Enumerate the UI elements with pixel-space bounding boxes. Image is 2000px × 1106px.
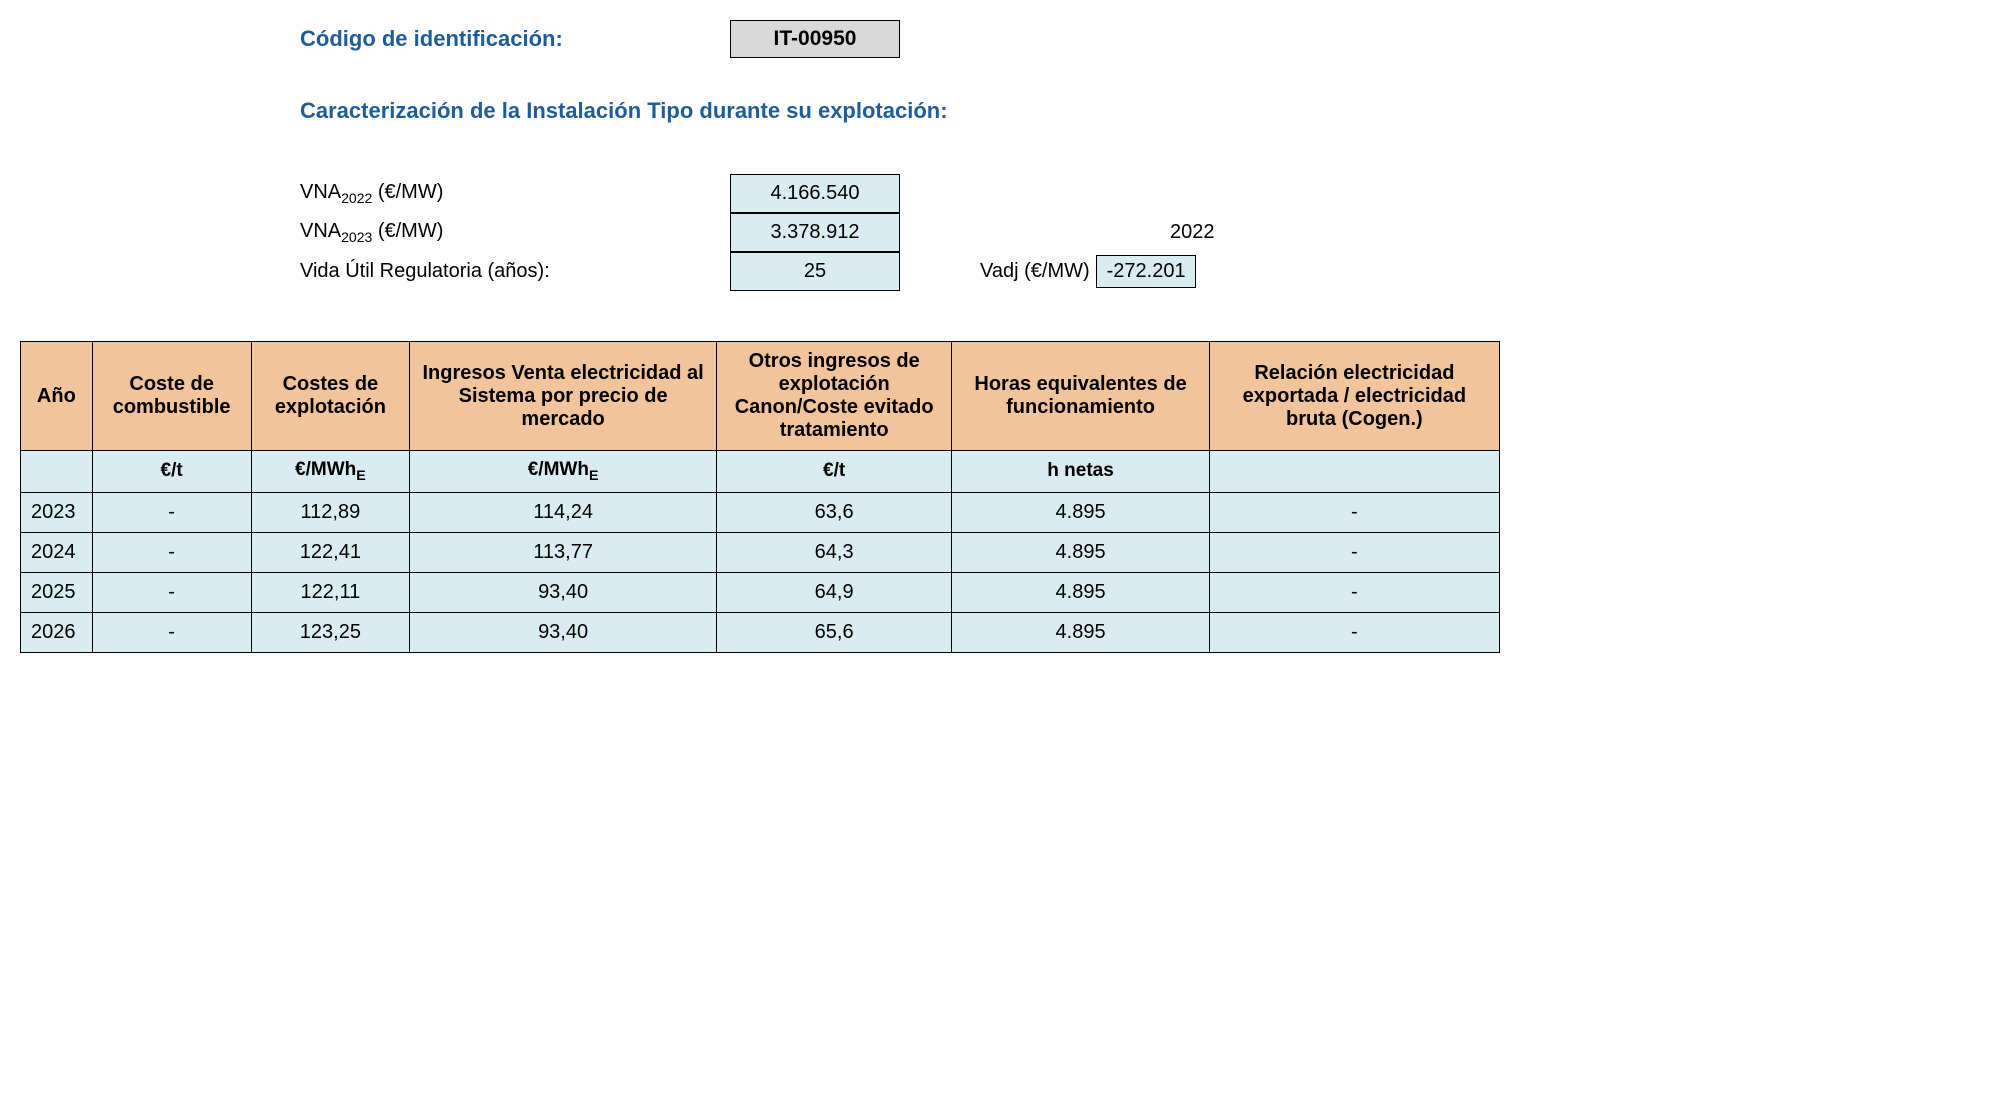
data-table: Año Coste de combustible Costes de explo… [20,341,1500,653]
vna-2022-unit: (€/MW) [372,181,443,203]
unit-explotacion: €/MWhE [251,451,410,493]
table-row: 2023 - 112,89 114,24 63,6 4.895 - [21,492,1500,532]
id-label: Código de identificación: [300,26,730,52]
col-header-explotacion: Costes de explotación [251,342,410,451]
vna-2023-unit: (€/MW) [372,220,443,242]
cell-explotacion: 122,11 [251,572,410,612]
unit-row: €/t €/MWhE €/MWhE €/t h netas [21,451,1500,493]
unit-horas: h netas [952,451,1209,493]
vna-2023-row: VNA2023 (€/MW) 3.378.912 2022 [300,213,1500,252]
table-row: 2024 - 122,41 113,77 64,3 4.895 - [21,532,1500,572]
cell-year: 2025 [21,572,93,612]
vida-value: 25 [730,252,900,291]
vna-2022-prefix: VNA [300,181,341,203]
cell-otros: 64,9 [716,572,951,612]
cell-ingresos: 114,24 [410,492,717,532]
vna-2022-sub: 2022 [341,190,372,206]
vadj-col: Vadj (€/MW) -272.201 [980,255,1196,288]
header-section: Código de identificación: IT-00950 Carac… [20,20,1500,291]
col-header-ingresos: Ingresos Venta electricidad al Sistema p… [410,342,717,451]
vna-2022-row: VNA2022 (€/MW) 4.166.540 [300,174,1500,213]
id-row: Código de identificación: IT-00950 [300,20,1500,58]
col-header-relacion: Relación electricidad exportada / electr… [1209,342,1499,451]
cell-explotacion: 123,25 [251,612,410,652]
cell-otros: 65,6 [716,612,951,652]
cell-horas: 4.895 [952,612,1209,652]
year-text: 2022 [1170,221,1215,244]
col-header-otros: Otros ingresos de explotación Canon/Cost… [716,342,951,451]
cell-horas: 4.895 [952,492,1209,532]
cell-horas: 4.895 [952,572,1209,612]
cell-otros: 63,6 [716,492,951,532]
cell-year: 2023 [21,492,93,532]
cell-relacion: - [1209,572,1499,612]
vadj-value: -272.201 [1096,255,1196,288]
vna-2022-value: 4.166.540 [730,174,900,213]
cell-combustible: - [92,492,251,532]
vna-2023-label: VNA2023 (€/MW) [300,220,730,245]
cell-horas: 4.895 [952,532,1209,572]
vna-2023-value: 3.378.912 [730,213,900,252]
id-value-box: IT-00950 [730,20,900,58]
cell-explotacion: 112,89 [251,492,410,532]
vna-2023-prefix: VNA [300,220,341,242]
table-body: €/t €/MWhE €/MWhE €/t h netas 2023 - 112… [21,451,1500,653]
cell-otros: 64,3 [716,532,951,572]
cell-relacion: - [1209,532,1499,572]
unit-ingresos-sub: E [589,468,599,484]
cell-ingresos: 113,77 [410,532,717,572]
table-row: 2025 - 122,11 93,40 64,9 4.895 - [21,572,1500,612]
cell-combustible: - [92,532,251,572]
table-header: Año Coste de combustible Costes de explo… [21,342,1500,451]
vna-2022-label: VNA2022 (€/MW) [300,181,730,206]
vida-label: Vida Útil Regulatoria (años): [300,260,730,283]
unit-explot-text: €/MWh [295,459,356,480]
unit-relacion [1209,451,1499,493]
cell-relacion: - [1209,612,1499,652]
unit-ingresos: €/MWhE [410,451,717,493]
vna-2023-sub: 2023 [341,229,372,245]
cell-year: 2026 [21,612,93,652]
col-header-horas: Horas equivalentes de funcionamiento [952,342,1209,451]
table-row: 2026 - 123,25 93,40 65,6 4.895 - [21,612,1500,652]
cell-ingresos: 93,40 [410,572,717,612]
unit-combustible: €/t [92,451,251,493]
vida-row: Vida Útil Regulatoria (años): 25 Vadj (€… [300,252,1500,291]
col-header-ano: Año [21,342,93,451]
unit-explot-sub: E [356,468,366,484]
cell-ingresos: 93,40 [410,612,717,652]
header-row: Año Coste de combustible Costes de explo… [21,342,1500,451]
section-title: Caracterización de la Instalación Tipo d… [300,98,1500,124]
unit-ano [21,451,93,493]
cell-explotacion: 122,41 [251,532,410,572]
unit-otros: €/t [716,451,951,493]
unit-ingresos-text: €/MWh [528,459,589,480]
cell-relacion: - [1209,492,1499,532]
cell-year: 2024 [21,532,93,572]
col-header-combustible: Coste de combustible [92,342,251,451]
cell-combustible: - [92,612,251,652]
year-col: 2022 [980,221,1215,244]
document-root: Código de identificación: IT-00950 Carac… [20,20,1500,653]
cell-combustible: - [92,572,251,612]
vadj-label: Vadj (€/MW) [980,260,1090,283]
